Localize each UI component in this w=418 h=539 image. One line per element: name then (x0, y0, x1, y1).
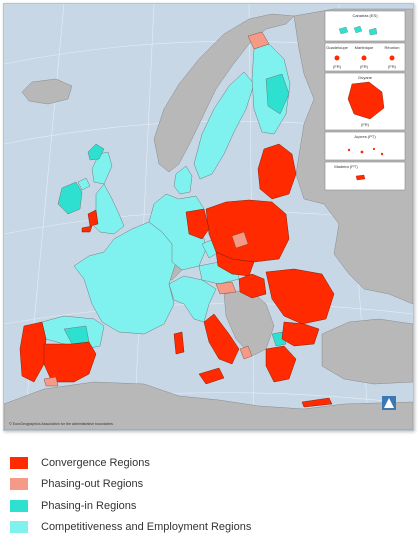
northern-ireland (77, 177, 91, 191)
cornwall (81, 225, 93, 233)
legend-label-competitiveness: Competitiveness and Employment Regions (41, 521, 252, 534)
legend-swatch-convergence (10, 456, 28, 469)
eu-regional-policy-map: Canarias (ES) Guadeloupe Martinique Réun… (3, 3, 414, 431)
sweden (193, 71, 255, 180)
austria-phaseout (215, 281, 237, 295)
germany-east-phaseout (231, 231, 249, 249)
scotland-highlands (87, 143, 105, 161)
inset-guadeloupe-label: Guadeloupe (326, 45, 349, 50)
ireland (57, 181, 83, 215)
inset-acores (324, 131, 406, 161)
inset-reunion-label: Réunion (385, 45, 400, 50)
inset-guyane-label: Guyane (358, 75, 373, 80)
legend-swatch-competitiveness (10, 521, 28, 534)
map-svg: Canarias (ES) Guadeloupe Martinique Réun… (4, 4, 413, 430)
italy-phaseout (239, 345, 253, 360)
east-germany (185, 208, 210, 240)
legend-label-convergence: Convergence Regions (41, 456, 150, 469)
legend-item-competitiveness: Competitiveness and Employment Regions (10, 517, 410, 539)
italy-south (203, 313, 240, 365)
legend: Convergence Regions Phasing-out Regions … (10, 452, 410, 538)
hungary (238, 273, 267, 299)
finland-north-phaseout (247, 31, 270, 50)
legend-item-phasing-out: Phasing-out Regions (10, 474, 410, 496)
convergence-regions (19, 143, 335, 408)
inset-reunion-code: (FR) (388, 64, 397, 69)
romania (265, 268, 335, 325)
copyright-note: © EuroGeographics Association for the ad… (9, 422, 113, 426)
italy-north (168, 275, 217, 323)
legend-label-phasing-out: Phasing-out Regions (41, 478, 144, 491)
denmark (173, 165, 193, 195)
sardinia (173, 331, 185, 355)
spain-phaseout (43, 376, 59, 387)
legend-swatch-phasing-in (10, 499, 28, 512)
inset-acores-label: Açores (PT) (354, 134, 376, 139)
inset-guadeloupe-code: (FR) (333, 64, 342, 69)
wales (87, 209, 99, 227)
logo-mark (382, 396, 396, 410)
inset-madeira (324, 161, 406, 191)
crete (301, 397, 333, 408)
spain-south (43, 341, 97, 383)
baltics (257, 143, 297, 200)
inset-madeira-label: Madeira (PT) (334, 164, 358, 169)
legend-item-convergence: Convergence Regions (10, 452, 410, 474)
competitiveness-regions (41, 43, 291, 350)
inset-martinique-label: Martinique (355, 45, 374, 50)
sicily (198, 367, 225, 385)
greece (265, 345, 297, 383)
portugal (19, 321, 47, 383)
legend-label-phasing-in: Phasing-in Regions (41, 499, 137, 512)
bulgaria (281, 321, 320, 347)
north-africa (4, 381, 413, 430)
iceland (21, 78, 73, 105)
finland-east (265, 73, 290, 115)
legend-swatch-phasing-out (10, 478, 28, 491)
inset-canarias (324, 10, 406, 42)
turkey (321, 318, 413, 385)
norway (153, 13, 295, 173)
inset-canarias-label: Canarias (ES) (352, 13, 378, 18)
inset-martinique-code: (FR) (360, 64, 369, 69)
poland (205, 199, 290, 263)
inset-guyane-code: (FR) (361, 122, 370, 127)
legend-item-phasing-in: Phasing-in Regions (10, 495, 410, 517)
inset-panels: Canarias (ES) Guadeloupe Martinique Réun… (324, 10, 406, 191)
phasing-out-regions (43, 31, 270, 387)
